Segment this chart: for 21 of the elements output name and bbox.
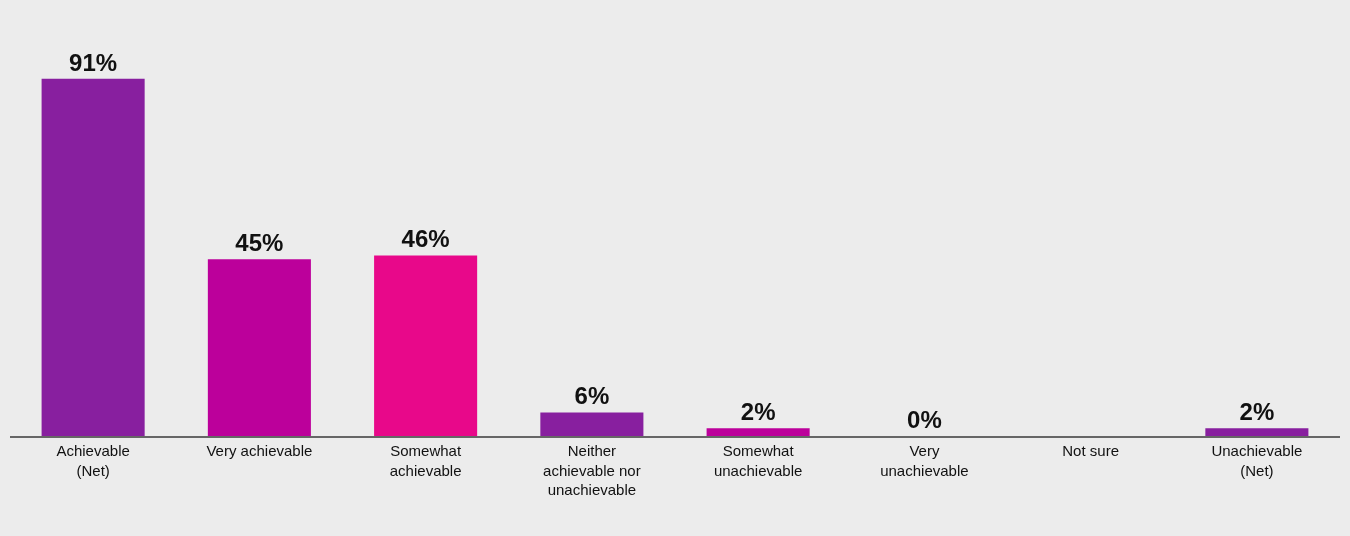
bar — [41, 78, 145, 436]
data-label: 2% — [1239, 398, 1275, 426]
bar — [540, 412, 644, 436]
bar — [207, 259, 311, 436]
data-label: 2% — [740, 398, 776, 426]
data-label: 46% — [401, 225, 450, 253]
x-tick-label: Very unachievable — [880, 442, 969, 479]
data-label: 45% — [235, 229, 284, 257]
x-tick-label: Somewhat achievable — [389, 442, 462, 479]
x-tick-label: Achievable (Net) — [56, 442, 130, 479]
bar — [374, 255, 478, 436]
x-tick-label: Unachievable (Net) — [1211, 442, 1303, 479]
data-label: 0% — [907, 406, 942, 433]
x-tick-label: Neither achievable nor unachievable — [543, 442, 641, 498]
bar — [1205, 428, 1309, 436]
data-label: 91% — [69, 48, 118, 76]
x-tick-label: Somewhat unachievable — [713, 442, 803, 479]
x-tick-label: Very achievable — [206, 442, 313, 459]
x-tick-label: Not sure — [1062, 442, 1119, 459]
bar — [706, 428, 810, 436]
data-label: 6% — [574, 382, 610, 410]
